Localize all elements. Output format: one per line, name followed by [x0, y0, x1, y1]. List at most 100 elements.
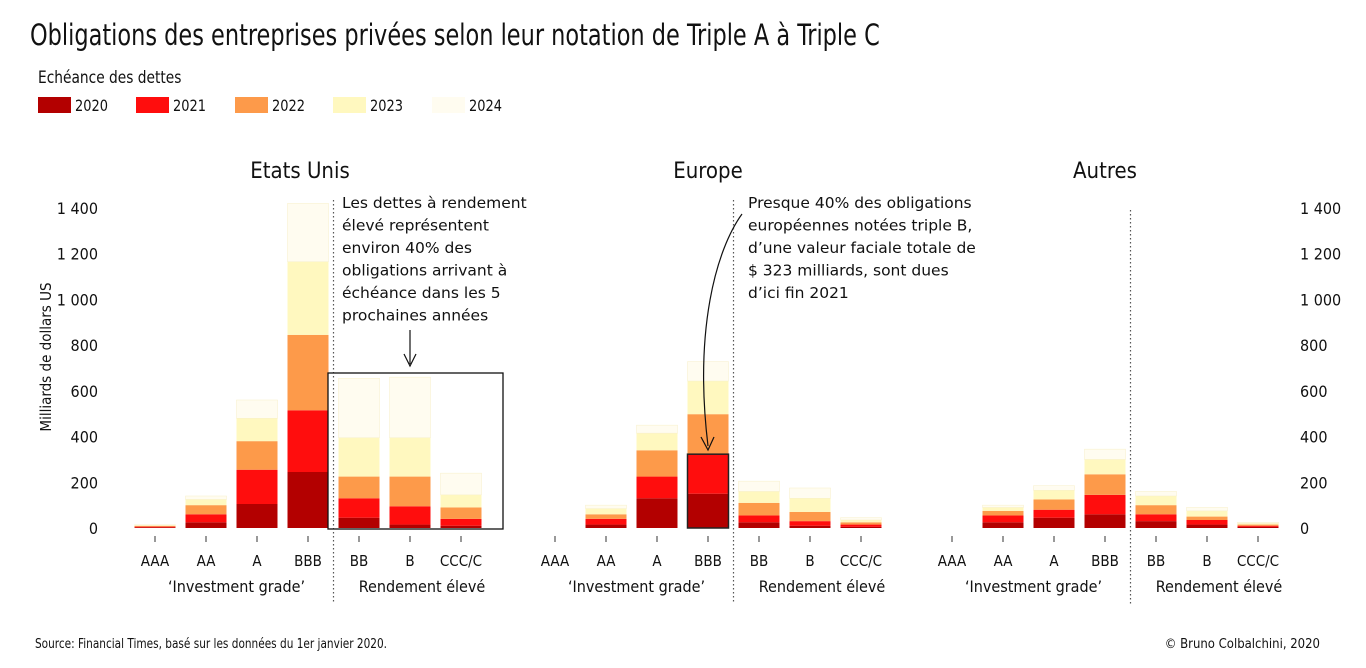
panel-title: Europe [673, 159, 743, 184]
category-label: A [1049, 552, 1059, 570]
bar-segment-2023 [738, 491, 780, 503]
category-label: BB [750, 552, 769, 570]
bar-segment-2020 [236, 504, 278, 528]
annotation-us-line: élevé représentent [342, 217, 489, 235]
annotation-us-line: environ 40% des [342, 239, 472, 257]
legend-swatch [136, 97, 169, 113]
bar-segment-2021 [982, 515, 1024, 523]
y-tick-label-right: 1 000 [1300, 290, 1341, 309]
bar-segment-2020 [440, 525, 482, 528]
bar-segment-2024 [1084, 448, 1126, 460]
bar-segment-2024 [982, 504, 1024, 508]
source-note: Source: Financial Times, basé sur les do… [35, 637, 388, 652]
y-tick-label-right: 200 [1300, 473, 1327, 492]
bar-segment-2024 [389, 376, 431, 438]
annotation-arrow-eu [703, 213, 743, 447]
panel-title: Etats Unis [250, 159, 350, 184]
category-label: AA [597, 552, 617, 570]
bar-segment-2020 [1135, 521, 1177, 528]
bar-segment-2021 [585, 518, 627, 525]
y-tick-label-left: 0 [89, 519, 98, 538]
category-label: AAA [541, 552, 570, 570]
bar-segment-2023 [1186, 510, 1228, 517]
bar-segment-2022 [389, 476, 431, 507]
bar-segment-2024 [687, 361, 729, 382]
panel-title: Autres [1073, 159, 1137, 184]
category-label: AA [197, 552, 217, 570]
legend-item-2022: 2022 [235, 95, 309, 115]
bar-segment-2020 [287, 472, 329, 528]
bar-segment-2022 [636, 450, 678, 477]
bar-segment-2024 [338, 378, 380, 438]
bar-segment-2022 [585, 514, 627, 519]
category-label: BBB [1091, 552, 1119, 570]
annotation-eu-line: Presque 40% des obligations [748, 194, 972, 212]
y-tick-label-right: 1 400 [1300, 199, 1341, 218]
category-label: BB [350, 552, 369, 570]
category-label: B [405, 552, 414, 570]
bar-segment-2021 [840, 524, 882, 527]
annotation-arrowhead-us [403, 353, 417, 368]
bar-segment-2023 [1084, 459, 1126, 475]
category-label: CCC/C [840, 552, 882, 570]
category-label: B [805, 552, 814, 570]
bar-segment-2023 [440, 494, 482, 508]
bar-segment-2022 [287, 334, 329, 411]
annotation-us-line: prochaines années [342, 307, 488, 325]
category-label: CCC/C [440, 552, 482, 570]
bar-segment-2023 [1135, 496, 1177, 506]
bar-segment-2022 [185, 505, 227, 515]
y-tick-label-left: 600 [71, 382, 98, 401]
chart-title: Obligations des entreprises privées selo… [30, 18, 880, 52]
bar-segment-2022 [236, 441, 278, 470]
bar-segment-2024 [134, 524, 176, 526]
bar-segment-2020 [389, 524, 431, 528]
bar-segment-2021 [440, 518, 482, 526]
y-tick-label-left: 400 [71, 428, 98, 447]
bar-segment-2023 [789, 498, 831, 512]
bar-segment-2021 [236, 469, 278, 504]
group-label-investment-grade: ‘Investment grade’ [568, 577, 705, 596]
y-tick-label-left: 1 200 [57, 245, 98, 264]
bar-segment-2020 [1186, 524, 1228, 528]
y-tick-label-left: 800 [71, 336, 98, 355]
bar-segment-2022 [1186, 516, 1228, 520]
group-label-high-yield: Rendement élevé [759, 577, 886, 596]
bar-segment-2024 [1033, 485, 1075, 491]
bar-segment-2024 [440, 472, 482, 496]
bar-segment-2021 [338, 498, 380, 518]
legend-label: 2020 [75, 95, 108, 115]
bar-segment-2023 [982, 507, 1024, 511]
legend-label: 2022 [272, 95, 305, 115]
bar-segment-2020 [1084, 514, 1126, 528]
bar-segment-2020 [982, 522, 1024, 528]
credit-note: © Bruno Colbalchini, 2020 [1164, 637, 1320, 652]
category-label: A [652, 552, 662, 570]
bar-segment-2024 [789, 487, 831, 499]
y-tick-label-left: 1 400 [57, 199, 98, 218]
bar-segment-2020 [738, 522, 780, 528]
bar-segment-2023 [338, 437, 380, 477]
bar-segment-2022 [338, 476, 380, 499]
category-label: BBB [694, 552, 722, 570]
bar-segment-2024 [585, 504, 627, 509]
bar-segment-2021 [185, 514, 227, 523]
bar-segment-2020 [840, 526, 882, 528]
bar-segment-2024 [636, 424, 678, 434]
legend-label: 2021 [173, 95, 206, 115]
bar-segment-2021 [738, 515, 780, 523]
annotation-eu-line: $ 323 milliards, sont dues [748, 262, 949, 280]
y-tick-label-right: 0 [1300, 519, 1309, 538]
group-label-investment-grade: ‘Investment grade’ [965, 577, 1102, 596]
bar-segment-2022 [1084, 474, 1126, 495]
bar-segment-2020 [636, 498, 678, 528]
category-label: BBB [294, 552, 322, 570]
legend-swatch [235, 97, 268, 113]
bar-segment-2020 [585, 524, 627, 528]
bar-segment-2021 [687, 454, 729, 494]
legend-label: 2024 [469, 95, 502, 115]
group-label-high-yield: Rendement élevé [359, 577, 486, 596]
bar-segment-2021 [1186, 520, 1228, 525]
bar-segment-2024 [1186, 507, 1228, 512]
